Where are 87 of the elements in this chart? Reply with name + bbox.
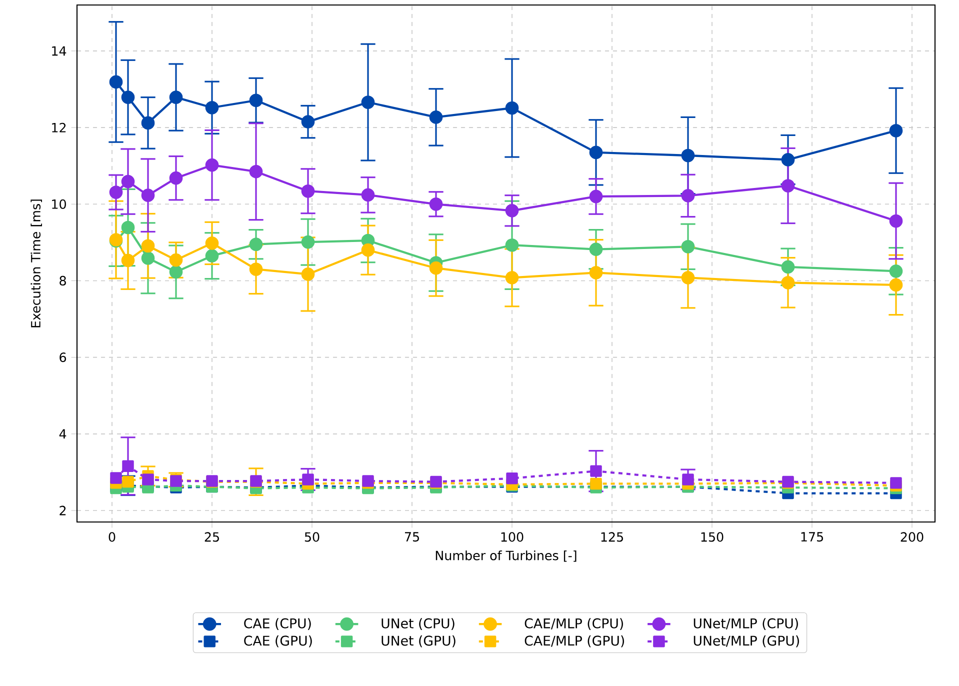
point (249, 238, 263, 252)
point (505, 238, 519, 252)
x-axis-title: Number of Turbines [-] (436, 550, 576, 562)
point (205, 100, 219, 114)
point (205, 158, 219, 172)
point (301, 268, 315, 281)
y-tick-label: 4 (59, 429, 66, 439)
point (681, 270, 695, 284)
point (122, 460, 134, 472)
y-tick-label: 14 (52, 46, 66, 56)
y-tick-label: 6 (60, 352, 66, 362)
point (506, 472, 518, 484)
point (141, 188, 155, 202)
point (301, 184, 315, 198)
point (249, 94, 263, 108)
point (110, 472, 122, 484)
x-tick-label: 50 (304, 532, 320, 542)
point (889, 278, 903, 292)
point (141, 116, 155, 130)
point (429, 261, 443, 275)
point (781, 260, 795, 274)
legend-label: UNet (GPU) (382, 635, 456, 648)
point (121, 90, 135, 104)
point (889, 124, 903, 138)
point (589, 242, 603, 256)
point (141, 251, 155, 265)
x-tick-label: 175 (801, 532, 823, 542)
point (889, 214, 903, 228)
point (109, 75, 123, 89)
point (141, 239, 155, 253)
point (681, 148, 695, 162)
point (890, 477, 902, 489)
point (429, 110, 443, 124)
y-tick-label: 10 (52, 199, 66, 209)
legend-label: CAE (CPU) (244, 618, 311, 630)
point (121, 220, 135, 234)
point (361, 188, 375, 202)
x-tick-label: 0 (108, 532, 116, 542)
point (590, 465, 602, 477)
point (169, 171, 183, 185)
point (121, 174, 135, 188)
point (781, 153, 795, 166)
point (589, 266, 603, 280)
point (589, 146, 603, 160)
legend-label: CAE/MLP (CPU) (524, 618, 623, 630)
legend-label: CAE/MLP (GPU) (524, 635, 624, 648)
legend-label: UNet/MLP (CPU) (694, 618, 798, 630)
point (169, 265, 183, 279)
point (301, 115, 315, 128)
point (301, 235, 315, 249)
point (889, 264, 903, 278)
point (781, 276, 795, 290)
y-tick-label: 12 (52, 122, 66, 132)
point (590, 478, 602, 490)
point (205, 249, 219, 263)
point (682, 474, 694, 486)
point (361, 243, 375, 257)
point (429, 197, 443, 211)
point (505, 204, 519, 218)
legend-label: UNet (CPU) (382, 618, 454, 630)
point (109, 186, 123, 199)
point (169, 253, 183, 267)
point (205, 236, 219, 250)
legend-label: UNet/MLP (GPU) (694, 635, 799, 648)
y-tick-label: 2 (60, 506, 66, 516)
point (505, 101, 519, 115)
x-tick-label: 125 (601, 532, 623, 542)
point (249, 262, 263, 276)
point (681, 189, 695, 202)
point (249, 164, 263, 178)
point (361, 96, 375, 109)
y-tick-label: 8 (60, 276, 66, 286)
point (122, 476, 134, 488)
x-tick-label: 100 (501, 532, 524, 542)
legend-label: CAE (GPU) (244, 635, 312, 648)
x-tick-label: 75 (404, 532, 419, 542)
point (302, 474, 314, 486)
point (505, 270, 519, 284)
point (681, 240, 695, 254)
x-tick-label: 25 (204, 532, 219, 542)
y-axis-title: Execution Time [ms] (30, 200, 42, 328)
point (142, 474, 154, 486)
point (781, 179, 795, 192)
x-tick-label: 200 (900, 532, 924, 542)
point (589, 190, 603, 204)
x-tick-label: 150 (701, 532, 724, 542)
point (169, 90, 183, 104)
